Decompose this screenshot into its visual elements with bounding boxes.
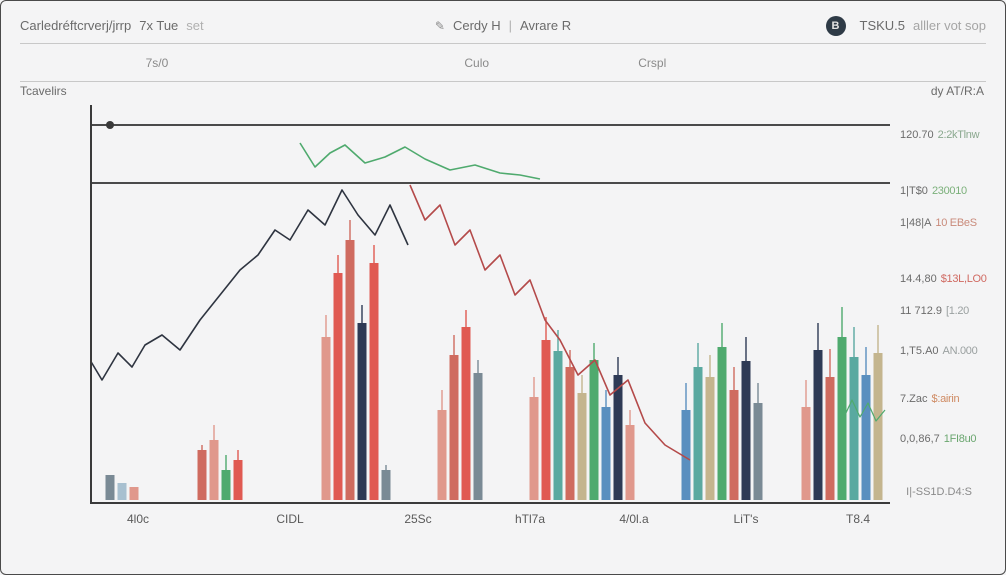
tab-2[interactable]: Culo xyxy=(464,56,489,70)
header-left-3[interactable]: set xyxy=(186,18,203,33)
y-tick: 1|48|A10 EBeS xyxy=(900,217,977,229)
x-tick: CIDL xyxy=(276,512,303,526)
price-chart[interactable] xyxy=(90,105,890,505)
tab-3[interactable]: Crspl xyxy=(638,56,666,70)
right-axis-label: dy AT/R:A xyxy=(931,84,984,98)
y-tick: 7.Zac$:airin xyxy=(900,393,959,405)
logo-badge-icon[interactable]: B xyxy=(826,16,846,36)
header-left-2[interactable]: 7x Tue xyxy=(139,18,178,33)
y-axis-ticks: 120.702:2kTlnw 1|T$0230010 1|48|A10 EBeS 14… xyxy=(900,105,995,505)
x-tick: 25Sc xyxy=(404,512,431,526)
y-tick: 1|T$0230010 xyxy=(900,185,967,197)
y-tick: 11 712.9[1.20 xyxy=(900,305,969,317)
y-axis-label: Tcavelirs xyxy=(20,84,67,98)
x-tick: 4/0l.a xyxy=(619,512,648,526)
header-left-1: Carledréftcrverj/jrrp xyxy=(20,18,131,33)
x-tick: 4l0c xyxy=(127,512,149,526)
tab-1[interactable]: 7s/0 xyxy=(146,56,169,70)
y-tick: 1,T5.A0AN.000 xyxy=(900,345,977,357)
x-tick: LiT's xyxy=(734,512,759,526)
header-center-2: Avrare R xyxy=(520,18,571,33)
x-tick: hTl7a xyxy=(515,512,545,526)
footer-info: I|-SS1D.D4:S xyxy=(906,486,972,498)
divider-icon: | xyxy=(509,18,512,33)
tab-bar: 7s/0 Culo Crspl xyxy=(20,56,986,82)
x-axis-ticks: 4l0c CIDL 25Sc hTl7a 4/0l.a LiT's T8.4 xyxy=(90,512,890,536)
y-tick: 120.702:2kTlnw xyxy=(900,129,979,141)
header-right-1: TSKU.5 xyxy=(860,18,906,33)
y-tick: 14.4,80$13L,LO0 xyxy=(900,273,987,285)
chart-header: Carledréftcrverj/jrrp 7x Tue set ✎ Cerdy… xyxy=(20,8,986,44)
y-tick: 0,0,86,71FI8u0 xyxy=(900,433,976,445)
pencil-icon[interactable]: ✎ xyxy=(435,19,445,33)
header-right-2: alller vot sop xyxy=(913,18,986,33)
x-tick: T8.4 xyxy=(846,512,870,526)
header-center-1: Cerdy H xyxy=(453,18,501,33)
